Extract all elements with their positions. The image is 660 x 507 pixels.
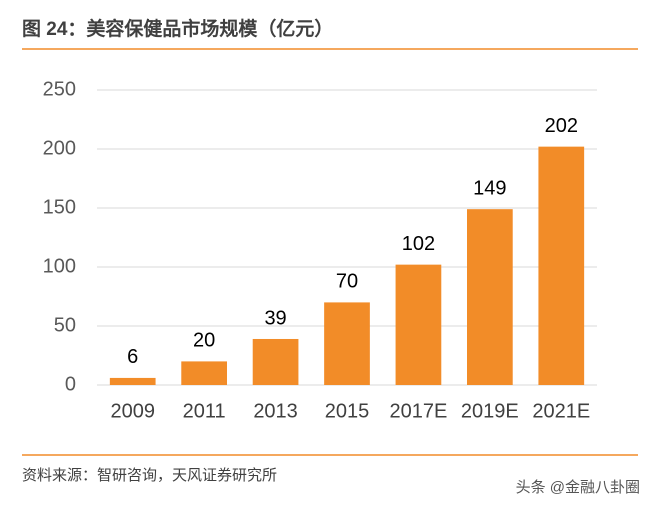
source: 资料来源：智研咨询，天风证券研究所 — [22, 466, 277, 484]
value-label: 202 — [545, 115, 578, 137]
chart-title: 图 24：美容保健品市场规模（亿元） — [22, 17, 333, 40]
x-tick-label: 2015 — [325, 400, 370, 422]
bar — [109, 377, 156, 385]
y-tick-label: 0 — [65, 373, 76, 395]
y-tick-label: 100 — [43, 255, 76, 277]
x-tick-label: 2021E — [532, 400, 590, 422]
value-label: 149 — [473, 177, 506, 199]
y-tick-label: 150 — [43, 196, 76, 218]
x-tick-label: 2017E — [390, 400, 448, 422]
bar — [252, 338, 299, 385]
value-label: 102 — [402, 233, 435, 255]
y-tick-label: 50 — [54, 314, 76, 336]
value-label: 6 — [127, 346, 138, 368]
y-tick-label: 250 — [43, 78, 76, 100]
value-label: 39 — [264, 307, 286, 329]
value-label: 20 — [193, 330, 215, 352]
bar — [324, 302, 370, 385]
bar — [395, 264, 442, 385]
value-label: 70 — [336, 271, 358, 293]
watermark: 头条 @金融八卦圈 — [516, 479, 640, 496]
x-tick-label: 2013 — [253, 400, 298, 422]
x-tick-label: 2009 — [110, 400, 155, 422]
bar — [538, 146, 585, 385]
y-tick-label: 200 — [43, 137, 76, 159]
x-tick-label: 2019E — [461, 400, 519, 422]
x-tick-label: 2011 — [183, 400, 226, 422]
bar — [181, 361, 227, 385]
bar — [467, 209, 513, 385]
